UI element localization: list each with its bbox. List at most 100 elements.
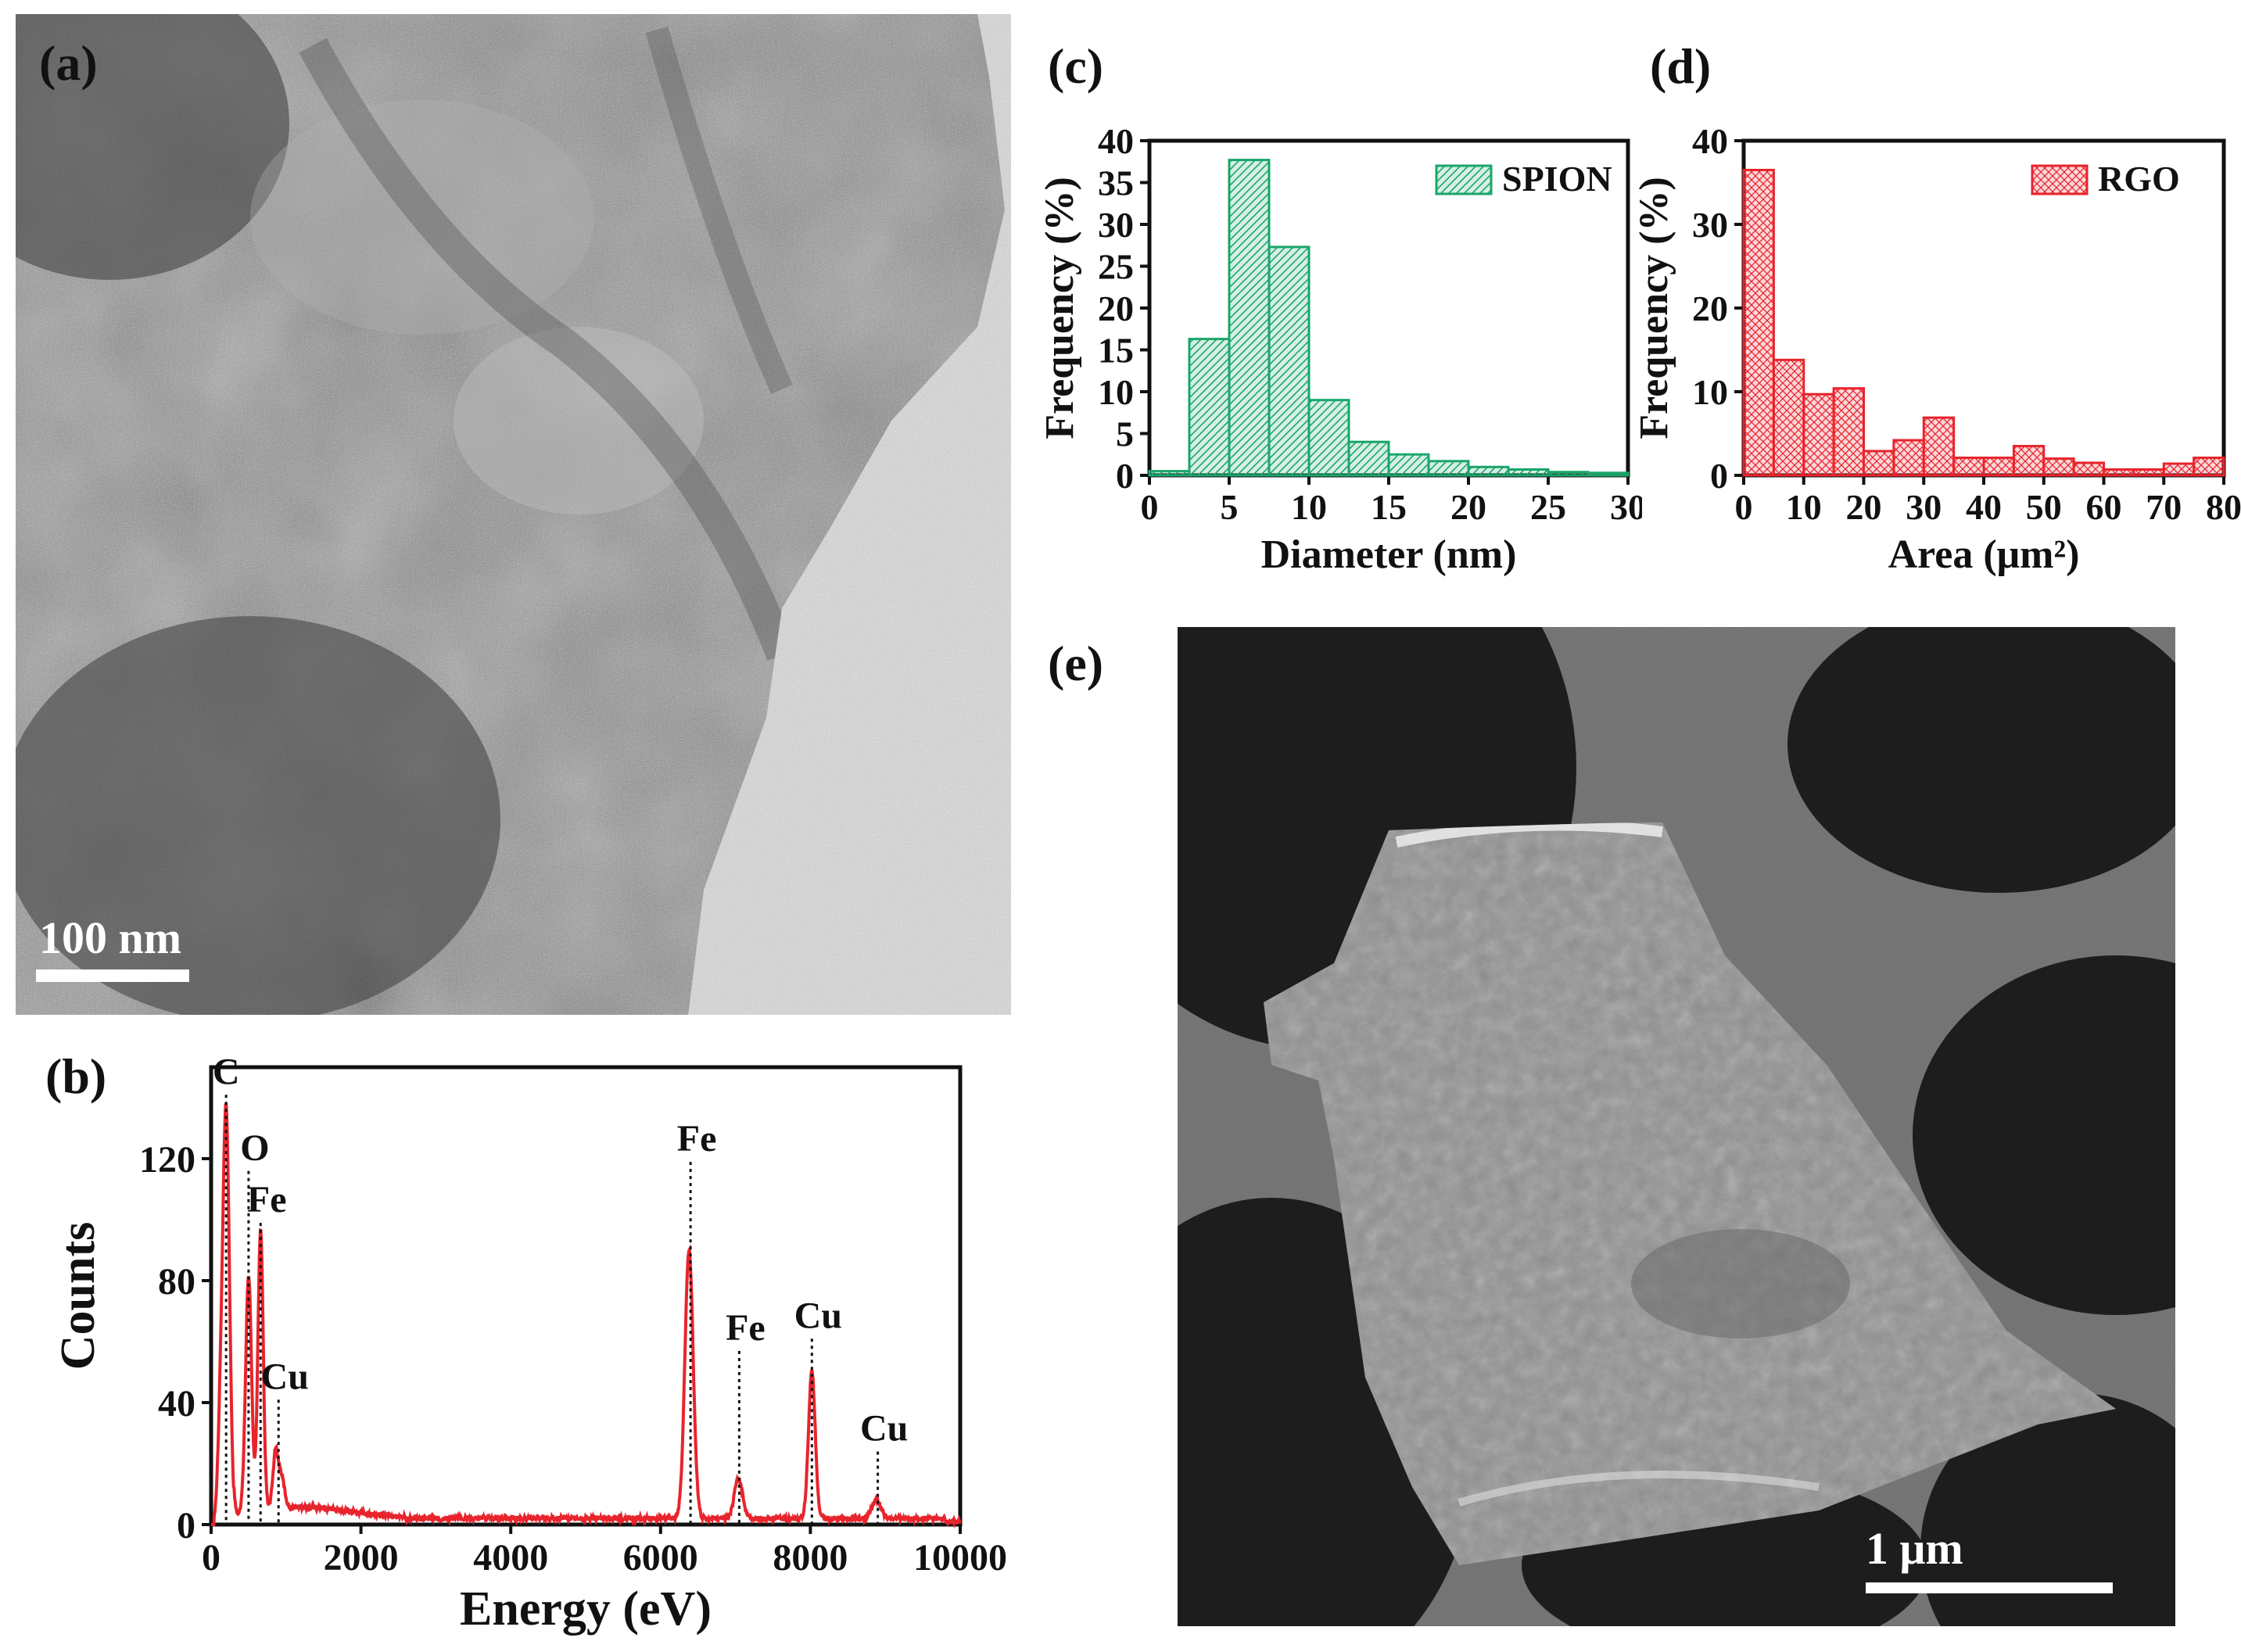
legend-swatch [2031, 164, 2089, 195]
panel-b: (b) 0 2000 4000 6000 8000 10000 0 40 80 120 Energy… [0, 1032, 1040, 1652]
peak-label: C [213, 1051, 240, 1092]
x-tick-label: 30 [1610, 487, 1642, 527]
histogram-bar [2012, 445, 2046, 477]
histogram-bar [2193, 457, 2225, 477]
tem-image [16, 14, 1011, 1015]
y-tick-label: 20 [1098, 288, 1134, 328]
histogram-bar [1922, 416, 1956, 477]
y-tick-label: 0 [177, 1505, 195, 1546]
eds-spectrum-line [211, 1102, 962, 1529]
y-tick-label: 25 [1098, 247, 1134, 287]
scale-bar-e-label: 1 μm [1866, 1523, 1963, 1574]
y-tick-label: 15 [1098, 331, 1134, 371]
x-tick-label: 60 [2086, 487, 2122, 527]
histogram-bar [1982, 457, 2015, 477]
histogram-bar [1427, 460, 1470, 477]
histogram-bar [2162, 462, 2196, 477]
histogram-bar [1863, 450, 1895, 477]
x-tick-label: 25 [1530, 487, 1566, 527]
y-axis-label: Frequency (%) [1038, 177, 1082, 439]
x-tick-label: 0 [1735, 487, 1753, 527]
panel-d-label: (d) [1650, 38, 1712, 94]
y-tick-label: 40 [158, 1383, 195, 1424]
histogram-bar [1307, 399, 1350, 477]
histogram-bar [1772, 358, 1805, 477]
histogram-bar [1832, 387, 1865, 477]
plot-frame [209, 1065, 963, 1527]
x-tick-label: 2000 [324, 1537, 399, 1579]
histogram-bar [1547, 471, 1590, 477]
histogram-bar [1347, 440, 1390, 477]
histogram-bar [2072, 461, 2105, 477]
panel-c-label: (c) [1048, 38, 1104, 94]
peak-label: Cu [794, 1295, 842, 1336]
eds-spectrum-chart: 0 2000 4000 6000 8000 10000 0 40 80 120 Energy (eV… [52, 1051, 1007, 1636]
histogram-bar [1228, 159, 1271, 477]
x-tick-label: 15 [1371, 487, 1407, 527]
panel-e: (e) [1032, 618, 2241, 1652]
histogram-bar [1892, 439, 1925, 477]
histogram-bar [1952, 457, 1985, 477]
x-tick-label: 50 [2026, 487, 2062, 527]
scale-bar-a [36, 969, 189, 982]
peak-label: Cu [860, 1408, 908, 1450]
x-axis-label: Area (μm²) [1888, 532, 2080, 577]
y-tick-label: 10 [1098, 372, 1134, 412]
y-tick-label: 30 [1098, 205, 1134, 245]
histogram-bar [2042, 457, 2075, 477]
y-tick-label: 0 [1116, 456, 1134, 496]
x-tick-label: 20 [1846, 487, 1882, 527]
peak-label: Fe [726, 1307, 766, 1349]
x-axis-label: Diameter (nm) [1261, 532, 1517, 577]
histogram-bar [1387, 453, 1430, 477]
x-tick-label: 70 [2146, 487, 2182, 527]
x-tick-label: 6000 [623, 1537, 698, 1579]
x-tick-label: 10 [1291, 487, 1327, 527]
panel-b-label: (b) [45, 1048, 107, 1104]
histogram-bar [2103, 468, 2135, 477]
histogram-bar [1467, 465, 1510, 477]
y-tick-label: 40 [1098, 121, 1134, 161]
x-tick-label: 5 [1221, 487, 1239, 527]
y-tick-label: 40 [1692, 121, 1728, 161]
histogram-bar [1742, 168, 1775, 477]
y-tick-label: 20 [1692, 288, 1728, 328]
x-tick-label: 8000 [773, 1537, 848, 1579]
rgo-histogram-chart: 0 10 20 30 40 50 60 70 80 0 10 20 30 40 Area (μm²) Freq… [1634, 121, 2241, 577]
panel-c: (c) 0 5 10 15 20 25 30 0 5 10 15 20 25 30 35 40 Diameter… [1024, 0, 1642, 618]
peak-label: Fe [677, 1118, 717, 1159]
y-axis-label: Counts [52, 1222, 105, 1371]
x-tick-label: 30 [1906, 487, 1942, 527]
x-tick-label: 20 [1450, 487, 1486, 527]
histogram-bar [1802, 392, 1835, 477]
y-tick-label: 0 [1710, 456, 1728, 496]
x-tick-label: 4000 [473, 1537, 548, 1579]
x-tick-label: 10000 [913, 1537, 1007, 1579]
y-tick-label: 35 [1098, 163, 1134, 203]
panel-e-label: (e) [1048, 636, 1104, 691]
panel-d: (d) 0 10 20 30 40 50 60 70 80 0 10 20 30 40 Area (μm²)… [1634, 0, 2241, 618]
sem-micrograph: 1 μm [1178, 627, 2175, 1626]
histogram-bar [1188, 338, 1231, 477]
panel-a-label: (a) [39, 35, 98, 91]
x-tick-label: 0 [202, 1537, 221, 1579]
sem-image [1178, 627, 2175, 1626]
panel-a: 100 nm (a) [0, 0, 1017, 1024]
peak-label: Fe [247, 1179, 287, 1220]
y-tick-label: 5 [1116, 414, 1134, 454]
y-tick-label: 10 [1692, 372, 1728, 412]
tem-micrograph: 100 nm [16, 14, 1011, 1015]
y-tick-label: 80 [158, 1261, 195, 1303]
histogram-bar [1507, 468, 1550, 477]
x-axis-label: Energy (eV) [460, 1582, 712, 1636]
histogram-bar [1587, 471, 1630, 477]
x-tick-label: 80 [2206, 487, 2241, 527]
y-tick-label: 120 [139, 1139, 195, 1181]
x-tick-label: 10 [1786, 487, 1822, 527]
legend-swatch [1435, 164, 1493, 195]
scale-bar-a-label: 100 nm [39, 912, 182, 963]
x-tick-label: 0 [1141, 487, 1159, 527]
x-tick-label: 40 [1966, 487, 2002, 527]
scale-bar-e [1866, 1582, 2113, 1593]
